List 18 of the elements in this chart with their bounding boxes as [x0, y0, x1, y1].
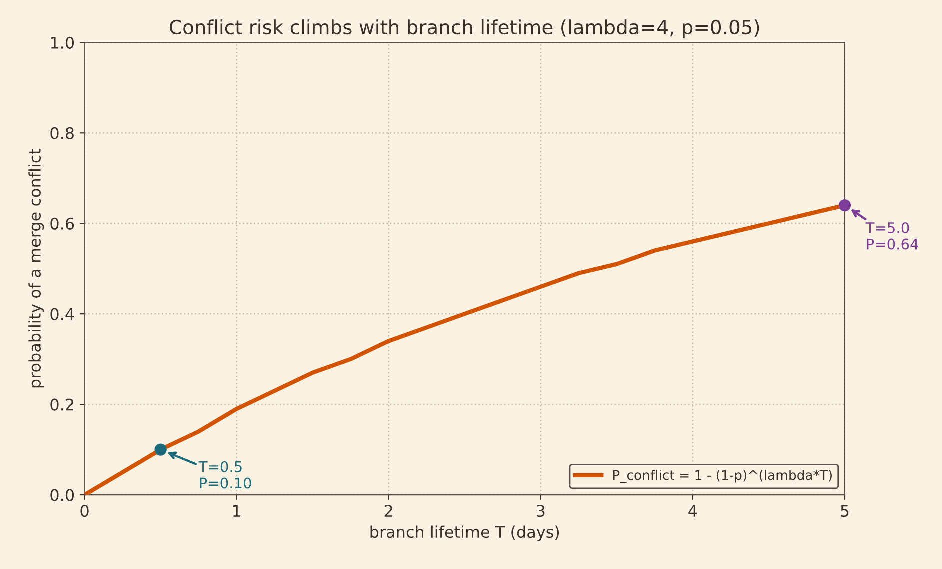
legend-label: P_conflict = 1 - (1-p)^(lambda*T) [613, 470, 832, 484]
y-tick-label: 0.6 [50, 218, 74, 230]
annotation: T=5.0 P=0.64 [866, 222, 918, 250]
x-tick-label: 5 [841, 505, 849, 518]
y-tick-label: 0.0 [50, 489, 74, 502]
x-axis-title: branch lifetime T (days) [370, 526, 560, 542]
y-axis-title: probability of a merge conflict [28, 148, 44, 388]
x-tick-label: 4 [688, 505, 698, 517]
y-tick-label: 0.4 [50, 308, 74, 320]
x-tick-label: 1 [233, 505, 240, 517]
chart-title: Conflict risk climbs with branch lifetime (lambda=4, p=0.05) [170, 20, 760, 38]
x-tick-label: 0 [80, 505, 89, 518]
x-tick-label: 2 [384, 505, 392, 517]
annotation: T=0.5 P=0.10 [198, 461, 252, 489]
y-tick-label: 0.2 [50, 398, 74, 411]
x-tick-label: 3 [537, 505, 545, 518]
y-tick-label: 0.8 [50, 127, 74, 140]
y-tick-label: 1.0 [51, 36, 74, 49]
